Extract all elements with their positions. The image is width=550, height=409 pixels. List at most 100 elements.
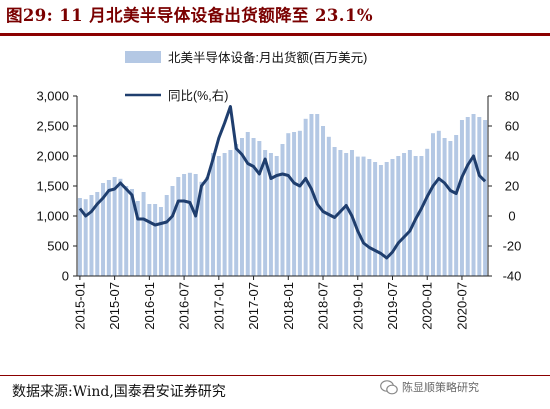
left-tick-label: 0 bbox=[62, 269, 69, 284]
x-tick-label: 2017-07 bbox=[246, 282, 261, 330]
bar bbox=[158, 207, 163, 276]
bar bbox=[211, 153, 216, 276]
left-tick-label: 3,000 bbox=[36, 89, 69, 104]
bar bbox=[407, 150, 412, 276]
x-tick-label: 2018-01 bbox=[281, 282, 296, 330]
bar bbox=[135, 201, 140, 276]
wechat-icon bbox=[380, 379, 398, 394]
bar bbox=[141, 192, 146, 276]
right-tick-label: 20 bbox=[505, 179, 519, 194]
bar bbox=[367, 159, 372, 276]
bar bbox=[303, 118, 308, 276]
bar bbox=[471, 114, 476, 276]
watermark-text: 陈显顺策略研究 bbox=[402, 381, 479, 394]
bar bbox=[182, 174, 187, 276]
bar bbox=[176, 177, 181, 276]
bar bbox=[419, 156, 424, 276]
bar bbox=[326, 136, 331, 276]
x-tick-label: 2015-01 bbox=[72, 282, 87, 330]
left-axis-labels: 0 500 1,000 1,500 2,000 2,500 3,000 bbox=[36, 89, 69, 284]
bar bbox=[239, 138, 244, 276]
bar bbox=[216, 156, 221, 276]
bar bbox=[187, 172, 192, 276]
left-tick-label: 2,500 bbox=[36, 119, 69, 134]
bar bbox=[118, 178, 123, 276]
chart: 北美半导体设备:月出货额(百万美元) 同比(%,右) 0 500 1,000 1,50… bbox=[36, 50, 522, 330]
legend-bar-swatch bbox=[125, 51, 161, 63]
bar bbox=[89, 195, 94, 276]
bar bbox=[315, 114, 320, 276]
x-tick-label: 2019-07 bbox=[385, 282, 400, 330]
bar bbox=[124, 186, 129, 276]
left-tick-label: 2,000 bbox=[36, 149, 69, 164]
watermark: 陈显顺策略研究 bbox=[376, 376, 485, 398]
bar bbox=[361, 156, 366, 276]
bar bbox=[251, 138, 256, 276]
bar bbox=[112, 177, 117, 276]
left-tick-label: 1,500 bbox=[36, 179, 69, 194]
bar bbox=[147, 204, 152, 276]
bar bbox=[199, 181, 204, 276]
x-axis-labels: 2015-01 2015-07 2016-01 2016-07 2017-01 2017-… bbox=[72, 282, 469, 330]
bar bbox=[257, 141, 262, 276]
bar bbox=[454, 135, 459, 276]
bar bbox=[292, 132, 297, 276]
x-tick-label: 2016-07 bbox=[177, 282, 192, 330]
bar bbox=[95, 192, 100, 276]
bar bbox=[170, 186, 175, 276]
legend: 北美半导体设备:月出货额(百万美元) 同比(%,右) bbox=[125, 50, 367, 103]
right-tick-label: -20 bbox=[503, 239, 522, 254]
bar bbox=[222, 153, 227, 276]
bar bbox=[193, 174, 198, 276]
bar bbox=[309, 114, 314, 276]
bar bbox=[396, 156, 401, 276]
bar bbox=[234, 144, 239, 276]
bar bbox=[268, 153, 273, 276]
bar bbox=[373, 162, 378, 276]
x-tick-label: 2015-07 bbox=[107, 282, 122, 330]
bar bbox=[355, 156, 360, 276]
bar bbox=[384, 162, 389, 276]
bar bbox=[101, 183, 106, 276]
left-tick-label: 1,000 bbox=[36, 209, 69, 224]
chart-title: 图29: 11 月北美半导体设备出货额降至 23.1% bbox=[6, 6, 373, 25]
bar bbox=[228, 150, 233, 276]
bar bbox=[83, 199, 88, 276]
x-tick-label: 2020-01 bbox=[420, 282, 435, 330]
bar bbox=[263, 150, 268, 276]
line-series bbox=[78, 105, 487, 260]
x-tick-label: 2018-07 bbox=[316, 282, 331, 330]
bar bbox=[205, 177, 210, 276]
bar bbox=[130, 189, 134, 276]
right-axis-labels: -40 -20 0 20 40 60 80 bbox=[503, 89, 522, 284]
left-tick-label: 500 bbox=[47, 239, 69, 254]
bar bbox=[164, 195, 169, 276]
x-tick-label: 2019-01 bbox=[350, 282, 365, 330]
bar bbox=[483, 120, 488, 276]
bar bbox=[378, 165, 383, 276]
right-tick-label: 80 bbox=[505, 89, 519, 104]
bar bbox=[274, 156, 279, 276]
bar bbox=[77, 198, 82, 276]
bar bbox=[344, 153, 349, 276]
bar bbox=[477, 117, 482, 276]
bar bbox=[245, 132, 250, 276]
bar bbox=[390, 159, 395, 276]
bar bbox=[442, 138, 447, 276]
bar bbox=[286, 133, 291, 276]
bar bbox=[431, 133, 435, 276]
source-note: 数据来源:Wind,国泰君安证券研究 bbox=[12, 384, 226, 400]
bar bbox=[425, 148, 430, 276]
right-tick-label: 60 bbox=[505, 119, 519, 134]
bar bbox=[332, 147, 337, 276]
bar bbox=[436, 130, 441, 276]
x-tick-label: 2020-07 bbox=[454, 282, 469, 330]
x-tick-label: 2016-01 bbox=[142, 282, 157, 330]
bar bbox=[402, 153, 407, 276]
bar-series bbox=[77, 114, 488, 276]
bar bbox=[280, 144, 285, 276]
bar bbox=[297, 130, 302, 276]
axes bbox=[73, 95, 492, 280]
x-tick-label: 2017-01 bbox=[211, 282, 226, 330]
bar bbox=[106, 180, 111, 276]
